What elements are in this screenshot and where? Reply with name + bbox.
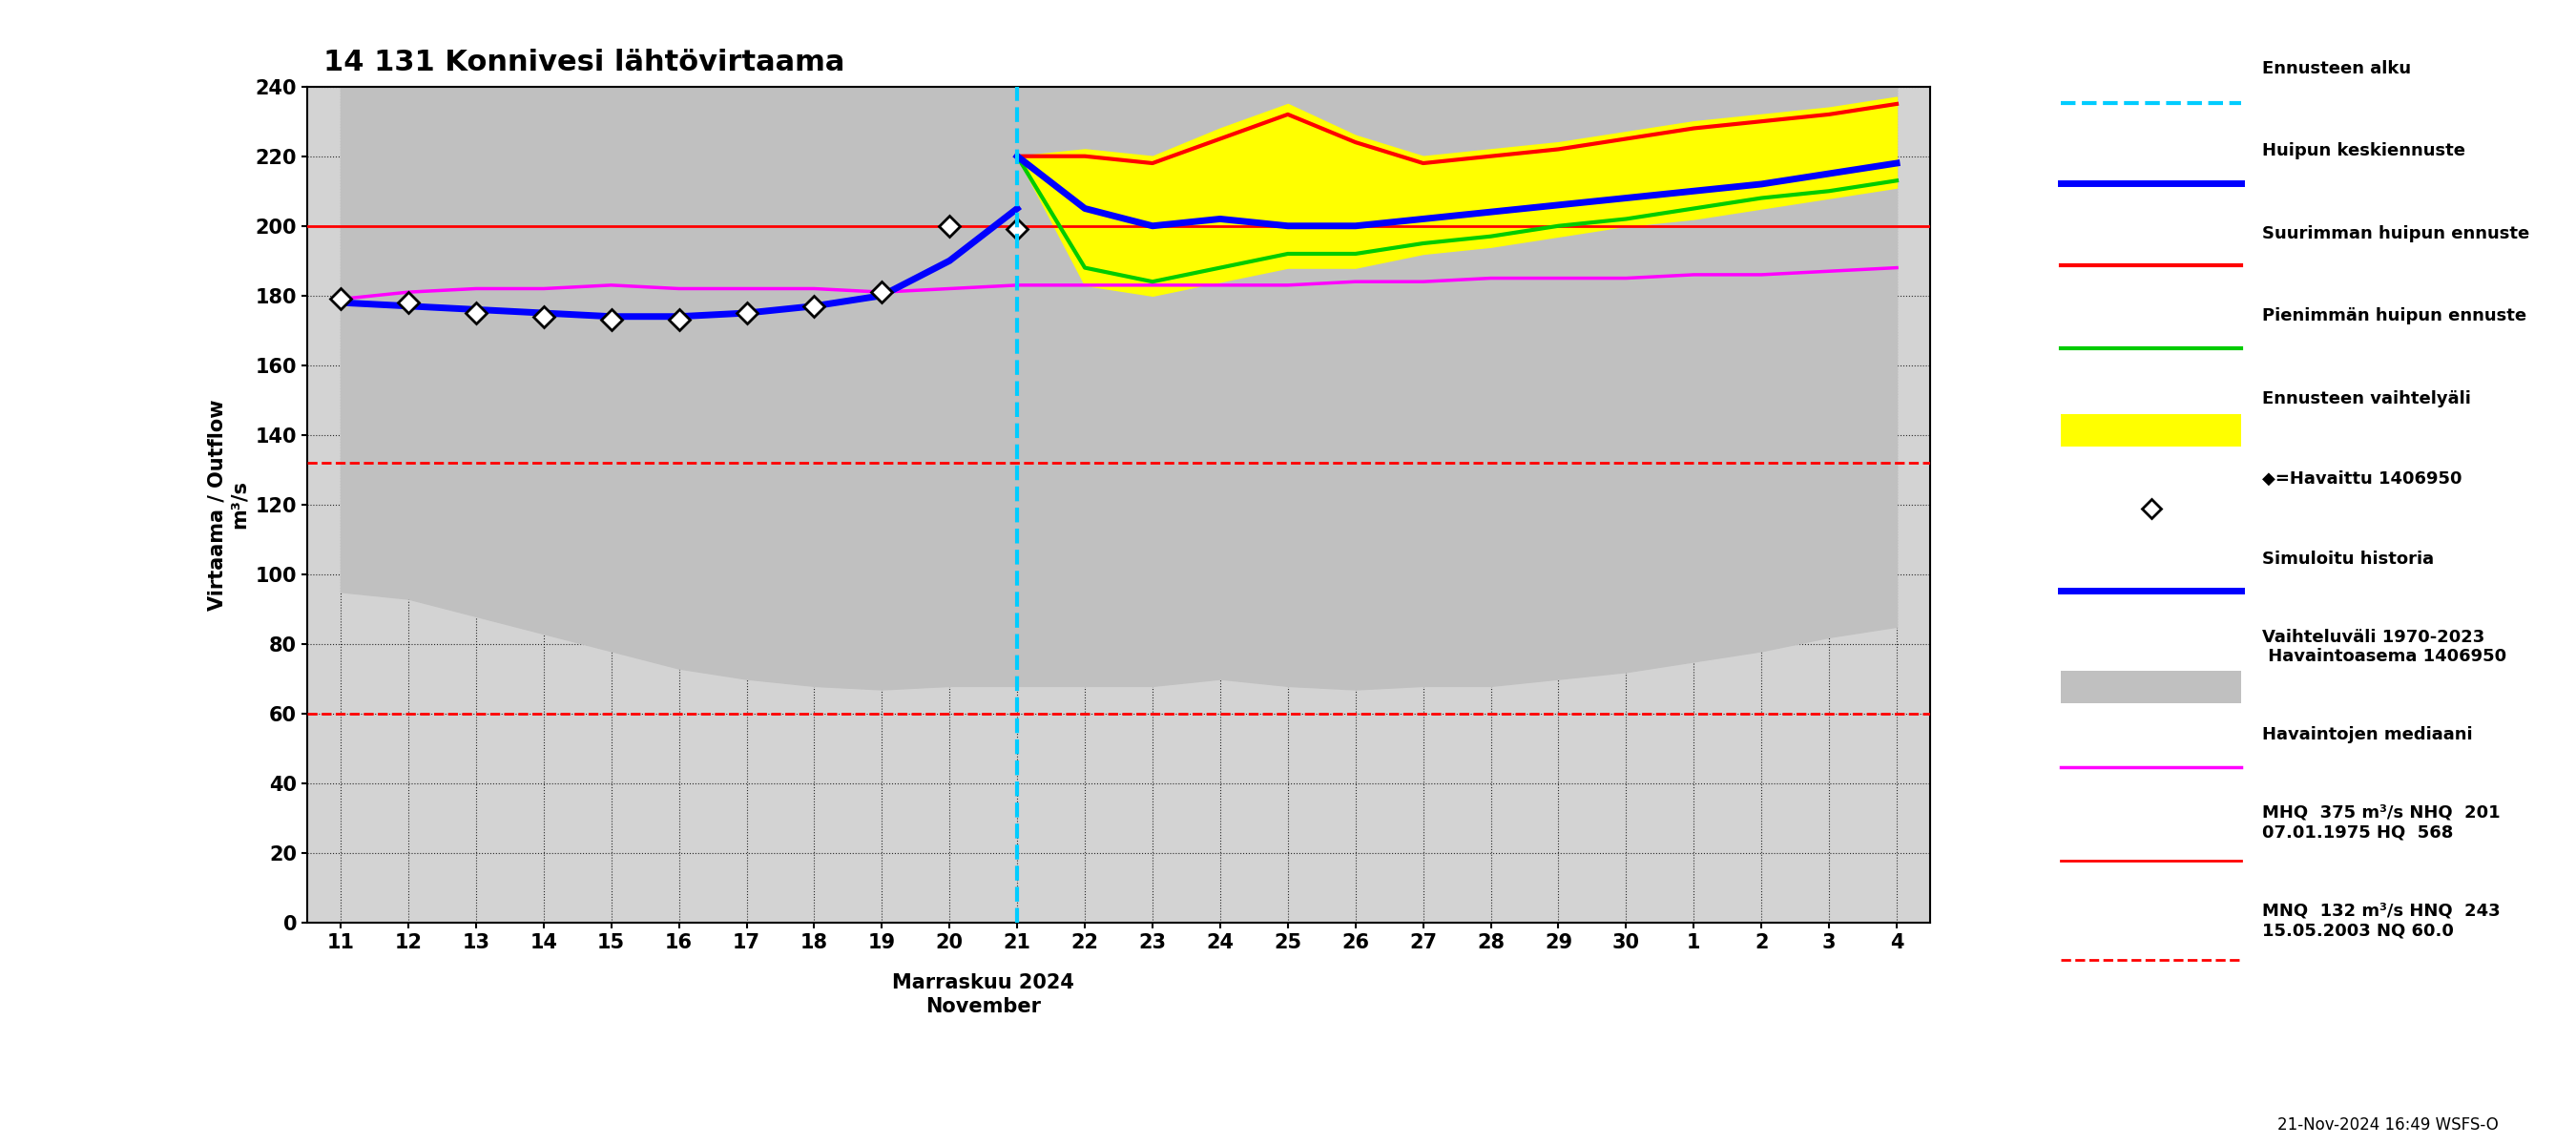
Text: November: November xyxy=(925,997,1041,1017)
Text: Simuloitu historia: Simuloitu historia xyxy=(2262,551,2434,567)
Text: 21-Nov-2024 16:49 WSFS-O: 21-Nov-2024 16:49 WSFS-O xyxy=(2277,1116,2499,1134)
Text: Havaintojen mediaani: Havaintojen mediaani xyxy=(2262,727,2473,744)
Text: ◆=Havaittu 1406950: ◆=Havaittu 1406950 xyxy=(2262,469,2463,488)
Y-axis label: Virtaama / Outflow
m³/s: Virtaama / Outflow m³/s xyxy=(209,398,250,610)
Text: Pienimmän huipun ennuste: Pienimmän huipun ennuste xyxy=(2262,307,2527,325)
Text: Suurimman huipun ennuste: Suurimman huipun ennuste xyxy=(2262,224,2530,242)
Bar xyxy=(2061,671,2241,703)
Text: Huipun keskiennuste: Huipun keskiennuste xyxy=(2262,143,2465,160)
Text: 14 131 Konnivesi lähtövirtaama: 14 131 Konnivesi lähtövirtaama xyxy=(322,48,845,77)
Text: Marraskuu 2024: Marraskuu 2024 xyxy=(891,973,1074,993)
Text: MNQ  132 m³/s HNQ  243
15.05.2003 NQ 60.0: MNQ 132 m³/s HNQ 243 15.05.2003 NQ 60.0 xyxy=(2262,902,2499,939)
Bar xyxy=(2061,414,2241,447)
Text: Vaihteluväli 1970-2023
 Havaintoasema 1406950: Vaihteluväli 1970-2023 Havaintoasema 140… xyxy=(2262,629,2506,665)
Text: Ennusteen alku: Ennusteen alku xyxy=(2262,60,2411,77)
Text: Ennusteen vaihtelуäli: Ennusteen vaihtelуäli xyxy=(2262,389,2470,406)
Text: MHQ  375 m³/s NHQ  201
07.01.1975 HQ  568: MHQ 375 m³/s NHQ 201 07.01.1975 HQ 568 xyxy=(2262,804,2499,840)
